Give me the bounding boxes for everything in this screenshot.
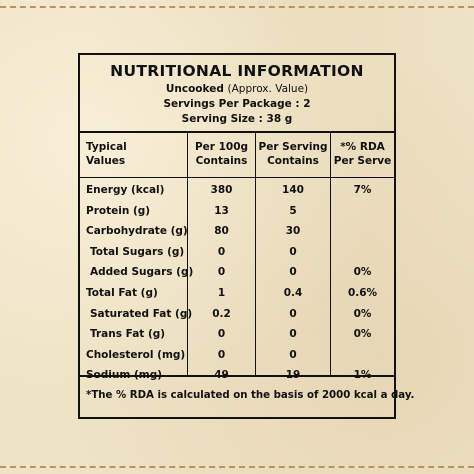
row-rda: 1% [353, 369, 372, 381]
row-per-serving: 19 [285, 369, 301, 381]
header-line: Typical [86, 141, 127, 153]
row-per100g: 0.2 [212, 308, 231, 320]
table-bottom-divider [80, 375, 394, 377]
row-per100g: 80 [214, 225, 229, 237]
column-divider [255, 133, 256, 376]
header-per-100g: Per 100g Contains [188, 140, 255, 168]
row-rda: 0% [353, 266, 372, 278]
header-line: Contains [267, 155, 319, 167]
column-divider [330, 133, 331, 376]
header-line: Per Serve [333, 155, 392, 167]
row-label: Carbohydrate (g) [86, 225, 188, 237]
subtitle-uncooked: Uncooked [165, 83, 224, 95]
row-per100g: 380 [210, 184, 233, 196]
row-label: Total Fat (g) [86, 287, 158, 299]
row-per100g: 0 [217, 328, 226, 340]
row-label: Cholesterol (mg) [86, 349, 186, 361]
panel-subtitle: Uncooked (Approx. Value) [80, 82, 394, 96]
row-per-serving: 30 [285, 225, 301, 237]
subtitle-approx: (Approx. Value) [227, 83, 309, 95]
header-line: *% RDA [340, 141, 385, 153]
row-per-serving: 0 [289, 308, 297, 320]
row-rda: 7% [353, 184, 372, 196]
nutrition-panel: NUTRITIONAL INFORMATION Uncooked (Approx… [78, 53, 415, 419]
row-rda: 0% [353, 328, 372, 340]
header-line: Per 100g [194, 141, 249, 153]
header-row-divider [80, 177, 394, 178]
row-label: Total Sugars (g) [90, 246, 185, 258]
row-per-serving: 0 [289, 349, 297, 361]
servings-per-package: Servings Per Package : 2 [163, 98, 311, 110]
nutrition-header: NUTRITIONAL INFORMATION Uncooked (Approx… [80, 55, 394, 133]
row-per100g: 0 [217, 266, 226, 278]
rda-footnote: *The % RDA is calculated on the basis of… [86, 390, 415, 401]
panel-title: NUTRITIONAL INFORMATION [110, 62, 364, 80]
row-label: Trans Fat (g) [90, 328, 166, 340]
bottom-dashed-border [0, 466, 474, 468]
header-per-serving: Per Serving Contains [256, 140, 330, 168]
row-per100g: 0 [217, 349, 226, 361]
row-label: Saturated Fat (g) [90, 308, 193, 320]
row-per-serving: 140 [282, 184, 304, 196]
header-line: Values [86, 155, 126, 167]
row-label: Energy (kcal) [86, 184, 165, 196]
row-per100g: 49 [214, 369, 229, 381]
row-per-serving: 0 [289, 266, 297, 278]
row-per-serving: 0.4 [283, 287, 303, 299]
header-line: Contains [195, 155, 248, 167]
row-per-serving: 5 [289, 205, 297, 217]
row-rda: 0% [353, 308, 372, 320]
top-dashed-border [0, 6, 474, 8]
row-per100g: 13 [214, 205, 229, 217]
row-rda: 0.6% [347, 287, 378, 299]
row-per100g: 0 [217, 246, 226, 258]
column-divider [187, 133, 188, 376]
row-label: Protein (g) [86, 205, 151, 217]
header-typical-values: Typical Values [86, 140, 127, 168]
row-label: Sodium (mg) [86, 369, 163, 381]
row-label: Added Sugars (g) [90, 266, 194, 278]
row-per-serving: 0 [289, 246, 297, 258]
row-per100g: 1 [217, 287, 226, 299]
serving-size: Serving Size : 38 g [181, 113, 293, 125]
row-per-serving: 0 [289, 328, 297, 340]
header-line: Per Serving [258, 141, 328, 153]
header-rda: *% RDA Per Serve [331, 140, 394, 168]
